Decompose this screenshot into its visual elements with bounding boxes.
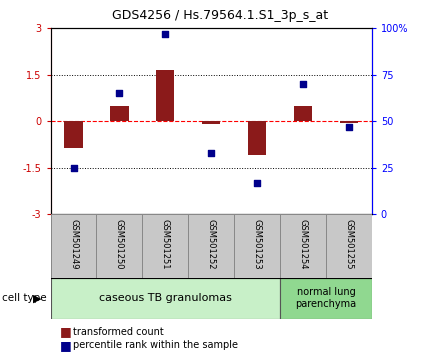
Text: GSM501254: GSM501254 xyxy=(298,219,308,269)
Text: ■: ■ xyxy=(59,339,71,352)
Bar xyxy=(340,121,358,123)
Point xyxy=(162,31,169,37)
Text: GSM501252: GSM501252 xyxy=(207,219,216,269)
Text: ▶: ▶ xyxy=(33,293,42,303)
Point xyxy=(116,91,123,96)
Text: ■: ■ xyxy=(59,325,71,338)
FancyBboxPatch shape xyxy=(51,278,280,319)
Point xyxy=(70,165,77,171)
Point xyxy=(345,124,352,130)
Bar xyxy=(248,121,266,155)
Text: GSM501255: GSM501255 xyxy=(345,219,353,269)
Text: transformed count: transformed count xyxy=(73,327,163,337)
Bar xyxy=(110,106,128,121)
Text: GDS4256 / Hs.79564.1.S1_3p_s_at: GDS4256 / Hs.79564.1.S1_3p_s_at xyxy=(112,9,328,22)
Point xyxy=(300,81,307,87)
Text: caseous TB granulomas: caseous TB granulomas xyxy=(99,293,232,303)
Bar xyxy=(202,121,220,124)
FancyBboxPatch shape xyxy=(188,214,234,278)
Bar xyxy=(64,121,83,148)
Bar xyxy=(156,70,175,121)
Point xyxy=(208,150,215,156)
FancyBboxPatch shape xyxy=(234,214,280,278)
FancyBboxPatch shape xyxy=(326,214,372,278)
Text: GSM501249: GSM501249 xyxy=(69,219,78,269)
Text: GSM501253: GSM501253 xyxy=(253,219,262,269)
Text: normal lung
parenchyma: normal lung parenchyma xyxy=(295,287,356,309)
FancyBboxPatch shape xyxy=(280,278,372,319)
Text: percentile rank within the sample: percentile rank within the sample xyxy=(73,340,238,350)
Text: cell type: cell type xyxy=(2,293,47,303)
FancyBboxPatch shape xyxy=(143,214,188,278)
Point xyxy=(253,180,260,185)
Text: GSM501250: GSM501250 xyxy=(115,219,124,269)
Bar xyxy=(294,106,312,121)
Text: GSM501251: GSM501251 xyxy=(161,219,170,269)
FancyBboxPatch shape xyxy=(51,214,96,278)
FancyBboxPatch shape xyxy=(280,214,326,278)
FancyBboxPatch shape xyxy=(96,214,143,278)
